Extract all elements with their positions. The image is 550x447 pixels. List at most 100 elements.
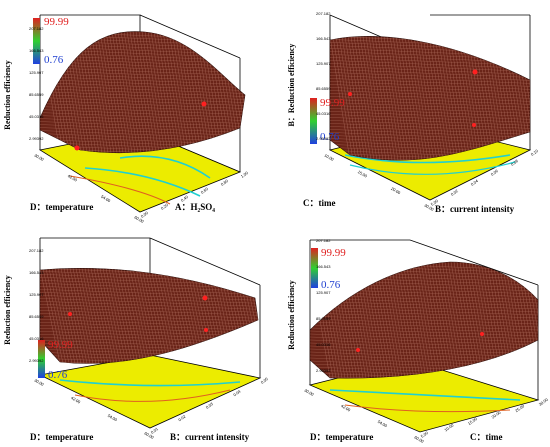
floor-contour (119, 155, 211, 179)
x-tick-label: 0.10 (530, 148, 540, 157)
y-tick-label: 30.00 (34, 378, 46, 388)
response-surface (39, 31, 246, 153)
z-tick-label: 45.0316 (316, 342, 331, 347)
design-point (202, 295, 208, 301)
legend-high: 99.99 (44, 16, 69, 28)
design-point (356, 348, 360, 352)
x-tick-label: 0.01 (150, 426, 160, 435)
x-axis-label: C：time (470, 432, 503, 442)
y-tick-label: 30.00 (34, 153, 46, 163)
y-tick-label: 54.00 (107, 413, 119, 423)
floor-plane (38, 354, 262, 429)
z-axis-label: B：Reduction efficiency (287, 44, 296, 127)
legend-colorbar (311, 248, 318, 288)
x-tick-label: 1.00 (240, 170, 250, 179)
z-tick-label: 2.99392 (29, 358, 44, 363)
z-axis-label: Reduction efficiency (3, 275, 12, 345)
z-tick-label: 166.543 (316, 264, 331, 269)
x-tick-label: 0.60 (200, 186, 210, 195)
y-tick-label: 20.00 (390, 186, 402, 196)
z-tick-label: 45.0316 (29, 336, 44, 341)
floor-contour (74, 389, 231, 402)
x-tick-label: 0.04 (470, 178, 480, 187)
y-tick-label: 42.00 (67, 173, 79, 183)
y-tick-label: 60.00 (144, 431, 156, 441)
y-tick-label: 60.00 (134, 215, 146, 225)
y-tick-label: 15.00 (357, 169, 369, 179)
z-tick-label: 125.907 (316, 290, 331, 295)
legend-low: 0.76 (321, 279, 341, 291)
z-tick-label: 2.99392 (29, 136, 44, 141)
legend-high: 99.99 (320, 97, 345, 109)
x-tick-label: 0.00 (140, 210, 150, 219)
floor-contour (344, 404, 511, 413)
z-axis-label: Reduction efficiency (287, 280, 296, 350)
z-tick-label: 207.182 (316, 238, 331, 243)
y-axis-label: D：temperature (30, 432, 93, 442)
x-tick-label: 0.08 (510, 158, 520, 167)
z-tick-label: 166.543 (316, 36, 331, 41)
y-tick-label: 60.00 (414, 435, 426, 445)
tick-labels: 207.182 166.543 125.907 85.6559 45.0316 2.993… (29, 11, 549, 444)
design-point (68, 312, 72, 316)
x-tick-label: 15.00 (467, 416, 479, 426)
box-top-edge (409, 239, 539, 286)
box-top-edge (139, 14, 241, 59)
z-tick-label: 85.6559 (316, 316, 331, 321)
floor-contour (344, 154, 511, 164)
z-tick-label: 166.543 (29, 270, 44, 275)
floor-contour (329, 389, 521, 401)
x-tick-label: 10.00 (443, 422, 455, 432)
z-tick-label: 45.0316 (316, 111, 331, 116)
z-tick-label: 85.6559 (29, 92, 44, 97)
y-tick-label: 54.00 (100, 194, 112, 204)
y-axis-label: D：temperature (310, 432, 373, 442)
z-axis-label: Reduction efficiency (3, 60, 12, 130)
x-tick-label: 0.04 (232, 388, 242, 397)
legend-high: 99.99 (321, 247, 346, 259)
floor-contour (84, 167, 201, 197)
design-point (472, 69, 478, 75)
y-axis-label: D：temperature (30, 202, 93, 212)
legend-low: 0.76 (44, 54, 64, 66)
z-tick-label: 2.99392 (316, 368, 331, 373)
x-tick-label: 0.03 (205, 401, 215, 410)
z-tick-label: 207.182 (316, 11, 331, 16)
z-tick-label: 2.99392 (316, 136, 331, 141)
legend-low: 0.76 (48, 369, 68, 381)
z-tick-label: 207.182 (29, 26, 44, 31)
z-tick-label: 125.907 (29, 70, 44, 75)
x-tick-label: 25.00 (514, 403, 526, 413)
x-tick-label: 0.02 (177, 413, 187, 422)
x-tick-label: 30.00 (538, 397, 550, 407)
x-tick-label: 5.00 (420, 430, 430, 439)
z-tick-label: 125.907 (29, 292, 44, 297)
legend-low: 0.76 (320, 131, 340, 143)
y-tick-label: 10.00 (324, 153, 336, 163)
design-point (201, 101, 207, 107)
legend-high: 99.99 (48, 339, 73, 351)
panel-3: 99.99 0.76 Reduction efficiency B：curren… (3, 237, 262, 442)
x-tick-label: 0.02 (450, 188, 460, 197)
x-axis-label: B：current intensity (435, 204, 515, 214)
y-tick-label: 42.00 (340, 403, 352, 413)
x-tick-label: 0.80 (220, 178, 230, 187)
floor-contour (349, 161, 516, 175)
box-top-edge (149, 237, 261, 286)
design-point (74, 145, 80, 151)
legend-colorbar (310, 98, 317, 144)
x-tick-label: 0.06 (490, 168, 500, 177)
y-tick-label: 54.00 (377, 419, 389, 429)
y-tick-label: 30.00 (424, 203, 436, 213)
panel-4: 99.99 0.76 Reduction efficiency C：time D… (287, 239, 540, 442)
design-point (472, 123, 476, 127)
y-tick-label: 30.00 (304, 388, 316, 398)
x-tick-label: 0.40 (180, 194, 190, 203)
design-point (348, 92, 352, 96)
x-axis-label: A：H₂SO₄ (175, 202, 215, 212)
z-tick-label: 166.543 (29, 48, 44, 53)
z-tick-label: 45.0316 (29, 114, 44, 119)
x-tick-label: 20.00 (491, 409, 503, 419)
z-tick-label: 85.6559 (29, 314, 44, 319)
